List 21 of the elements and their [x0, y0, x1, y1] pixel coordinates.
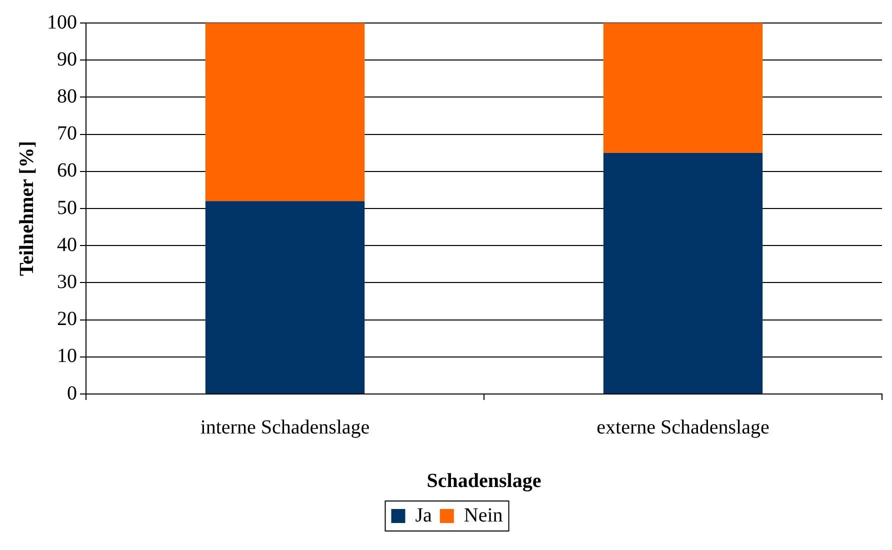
bar: [603, 152, 763, 394]
legend-label: Nein: [464, 504, 503, 526]
y-tick-label: 70: [57, 122, 77, 145]
y-tick-label: 60: [57, 160, 77, 182]
legend-label: Ja: [415, 504, 432, 526]
y-tick-label: 0: [67, 382, 77, 404]
y-tick-label: 80: [57, 85, 77, 108]
y-axis-title: Teilnehmer [%]: [16, 141, 38, 276]
y-tick-label: 10: [57, 345, 77, 368]
bar: [205, 23, 365, 202]
y-tick-label: 50: [57, 196, 77, 219]
y-tick-label: 90: [57, 48, 77, 70]
x-tick-label: externe Schadenslage: [596, 416, 770, 438]
y-tick-label: 30: [57, 270, 77, 293]
x-axis-title: Schadenslage: [426, 470, 542, 492]
y-tick-label: 20: [57, 308, 77, 330]
x-tick-label: interne Schadenslage: [200, 416, 370, 438]
y-tick-label: 100: [47, 11, 77, 34]
y-tick-label: 40: [57, 234, 77, 256]
bar: [603, 23, 763, 153]
bar: [205, 201, 365, 394]
